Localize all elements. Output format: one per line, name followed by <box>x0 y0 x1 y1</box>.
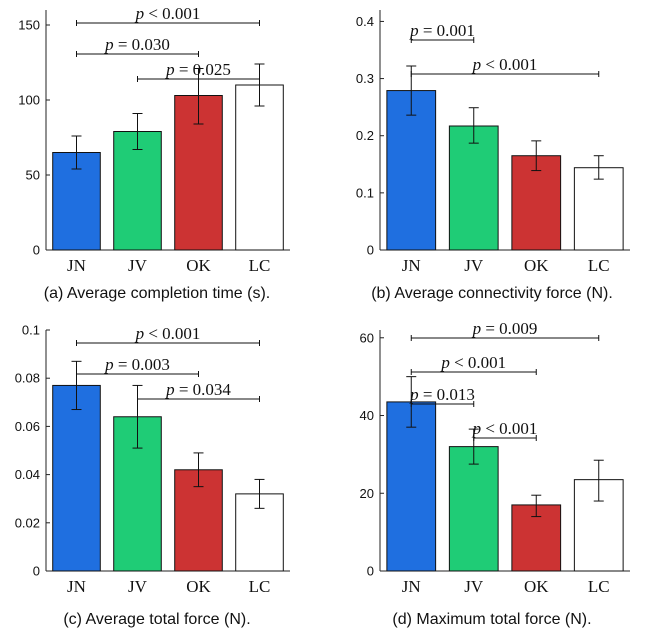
significance-annotation: p = 0.013 <box>409 385 475 407</box>
y-tick-label: 0 <box>367 564 374 579</box>
y-tick-label: 0.04 <box>15 467 40 482</box>
bar-jv <box>448 125 499 251</box>
y-tick-label: 0.06 <box>15 419 40 434</box>
bar-jn <box>386 90 437 251</box>
error-bar-ok <box>193 452 204 488</box>
y-tick-label: 0.2 <box>356 128 374 143</box>
category-label: LC <box>588 577 610 596</box>
y-tick-label: 150 <box>18 18 40 33</box>
category-label: JN <box>67 577 86 596</box>
error-bar-lc <box>254 63 265 107</box>
y-tick-label: 40 <box>360 408 374 423</box>
p-value-label: p = 0.030 <box>104 35 170 54</box>
y-tick-label: 50 <box>26 168 40 183</box>
category-label: JN <box>67 256 86 275</box>
category-label: JV <box>464 256 484 275</box>
panel-0: 0 50 100 150 JN JV OK LC p < 0.001 p = 0.030 p = 0… <box>18 4 290 302</box>
bar-jn <box>52 384 101 572</box>
y-tick-label: 0.3 <box>356 71 374 86</box>
error-bar-ok <box>193 68 204 125</box>
category-label: JV <box>128 256 148 275</box>
category-label: LC <box>588 256 610 275</box>
significance-annotation: p < 0.001 <box>76 324 260 346</box>
significance-annotation: p = 0.003 <box>76 355 199 377</box>
p-value-label: p = 0.009 <box>472 319 538 338</box>
category-label: LC <box>249 577 271 596</box>
p-value-label: p < 0.001 <box>135 4 201 23</box>
error-bar-jv <box>132 113 143 150</box>
category-label: OK <box>186 256 211 275</box>
significance-annotation: p < 0.001 <box>410 353 537 375</box>
category-label: OK <box>186 577 211 596</box>
category-label: JN <box>402 577 421 596</box>
p-value-label: p < 0.001 <box>472 55 538 74</box>
category-label: JN <box>402 256 421 275</box>
p-value-label: p < 0.001 <box>440 353 506 372</box>
bar-lc <box>235 84 284 251</box>
error-bar-jv <box>468 107 479 144</box>
y-tick-label: 0.4 <box>356 14 374 29</box>
p-value-label: p = 0.003 <box>104 355 170 374</box>
y-tick-label: 0 <box>33 243 40 258</box>
error-bar-ok <box>531 140 542 172</box>
error-bar-jn <box>71 135 82 170</box>
bar-jn <box>386 401 437 572</box>
category-label: OK <box>524 577 549 596</box>
panel-3: 0 20 40 60 JN JV OK LC p = 0.009 p < 0.001 p = 0.0… <box>360 319 630 628</box>
significance-annotation: p = 0.025 <box>137 60 260 82</box>
p-value-label: p < 0.001 <box>135 324 201 343</box>
y-tick-label: 20 <box>360 486 374 501</box>
significance-annotation: p < 0.001 <box>76 4 260 26</box>
significance-annotation: p < 0.001 <box>472 419 538 441</box>
y-tick-label: 0.1 <box>22 323 40 338</box>
error-bar-ok <box>531 494 542 518</box>
y-tick-label: 60 <box>360 330 374 345</box>
error-bar-lc <box>593 155 604 180</box>
y-tick-label: 0.1 <box>356 185 374 200</box>
bar-ok <box>511 155 562 251</box>
y-tick-label: 0.08 <box>15 371 40 386</box>
panel-1: 0 0.1 0.2 0.3 0.4 JN JV OK LC p = 0.001 p < 0.001 (… <box>356 10 630 302</box>
panel-caption: (c) Average total force (N). <box>63 611 250 628</box>
panel-2: 0 0.02 0.04 0.06 0.08 0.1 JN JV OK LC p < 0.001 p =… <box>15 323 290 628</box>
error-bar-lc <box>593 459 604 502</box>
significance-annotation: p = 0.034 <box>137 380 260 402</box>
bar-jv <box>448 446 499 572</box>
error-bar-jv <box>468 428 479 465</box>
y-tick-label: 100 <box>18 93 40 108</box>
error-bar-jv <box>132 384 143 449</box>
significance-annotation: p = 0.001 <box>409 21 475 43</box>
category-label: OK <box>524 256 549 275</box>
p-value-label: p = 0.034 <box>165 380 231 399</box>
significance-annotation: p = 0.030 <box>76 35 199 57</box>
bar-lc <box>573 167 624 251</box>
error-bar-jn <box>71 360 82 411</box>
significance-annotation: p = 0.009 <box>410 319 600 341</box>
p-value-label: p < 0.001 <box>472 419 538 438</box>
p-value-label: p = 0.001 <box>409 21 475 40</box>
error-bar-lc <box>254 478 265 509</box>
category-label: LC <box>249 256 271 275</box>
category-label: JV <box>128 577 148 596</box>
y-tick-label: 0 <box>33 564 40 579</box>
panel-caption: (a) Average completion time (s). <box>44 285 270 302</box>
panel-caption: (b) Average connectivity force (N). <box>371 285 613 302</box>
p-value-label: p = 0.013 <box>409 385 475 404</box>
y-tick-label: 0.02 <box>15 515 40 530</box>
category-label: JV <box>464 577 484 596</box>
panel-caption: (d) Maximum total force (N). <box>392 611 591 628</box>
p-value-label: p = 0.025 <box>165 60 231 79</box>
significance-annotation: p < 0.001 <box>410 55 600 77</box>
y-tick-label: 0 <box>367 243 374 258</box>
bar-jv <box>113 131 162 251</box>
